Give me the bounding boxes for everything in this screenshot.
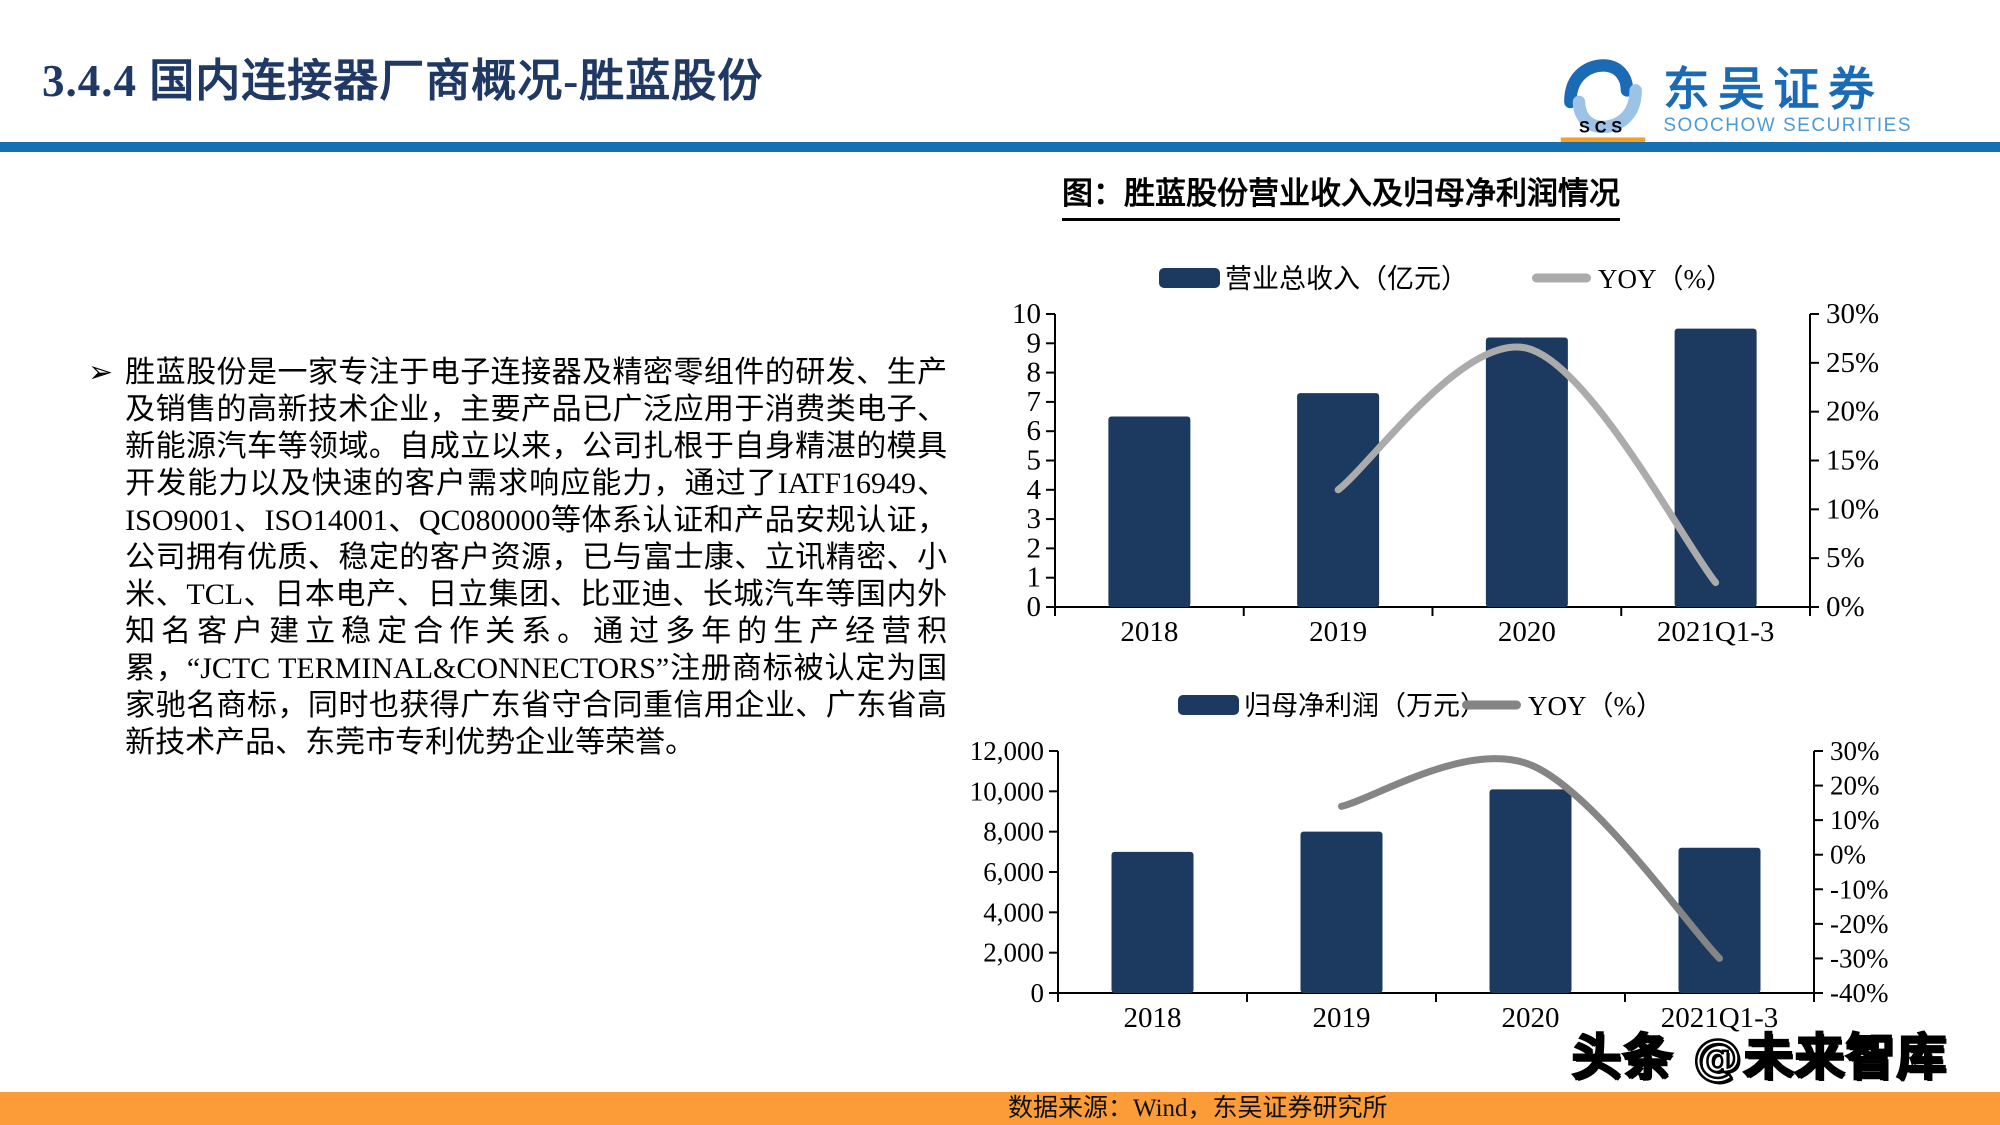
right-tick-label: 0% bbox=[1830, 840, 1866, 870]
right-tick-label: -20% bbox=[1830, 909, 1888, 939]
right-tick-label: -10% bbox=[1830, 874, 1888, 904]
right-tick-label: 30% bbox=[1826, 298, 1879, 330]
left-tick-label: 10,000 bbox=[970, 776, 1044, 806]
x-axis-label: 2018 bbox=[1124, 1002, 1182, 1034]
x-axis-label: 2019 bbox=[1309, 616, 1367, 648]
x-axis-label: 2020 bbox=[1498, 616, 1556, 648]
x-axis-label: 2021Q1-3 bbox=[1657, 616, 1775, 648]
x-axis-label: 2021Q1-3 bbox=[1661, 1002, 1779, 1034]
right-tick-label: 30% bbox=[1830, 736, 1880, 766]
legend-label: 归母净利润（万元） bbox=[1244, 691, 1487, 721]
left-tick-label: 12,000 bbox=[970, 736, 1044, 766]
bar bbox=[1674, 328, 1757, 607]
left-tick-label: 8,000 bbox=[983, 817, 1044, 847]
legend-label: YOY（%） bbox=[1598, 264, 1733, 294]
left-tick-label: 3 bbox=[1027, 503, 1042, 535]
bullet-arrow-icon: ➢ bbox=[88, 356, 114, 389]
left-tick-label: 6,000 bbox=[983, 857, 1044, 887]
legend-swatch-bar bbox=[1159, 268, 1220, 288]
right-tick-label: 15% bbox=[1826, 445, 1879, 477]
right-tick-label: 10% bbox=[1830, 805, 1880, 835]
logo-en-text: SOOCHOW SECURITIES bbox=[1663, 114, 1912, 136]
left-tick-label: 9 bbox=[1027, 327, 1042, 359]
data-source: 数据来源：Wind，东吴证券研究所 bbox=[1008, 1095, 1388, 1122]
right-tick-label: -40% bbox=[1830, 978, 1888, 1008]
x-axis-label: 2018 bbox=[1120, 616, 1178, 648]
right-tick-label: 25% bbox=[1826, 347, 1879, 379]
figure-title: 图：胜蓝股份营业收入及归母净利润情况 bbox=[1062, 168, 1620, 221]
legend-label: YOY（%） bbox=[1528, 691, 1663, 721]
left-tick-label: 2,000 bbox=[983, 938, 1044, 968]
left-tick-label: 0 bbox=[1027, 591, 1042, 623]
left-tick-label: 8 bbox=[1027, 357, 1042, 389]
x-axis-label: 2019 bbox=[1313, 1002, 1371, 1034]
watermark: 头条 @未来智库 bbox=[1571, 1028, 1948, 1088]
left-tick-label: 4,000 bbox=[983, 897, 1044, 927]
yoy-line bbox=[1334, 343, 1720, 587]
legend-swatch-line bbox=[1532, 273, 1591, 283]
logo-orange-underline bbox=[1561, 137, 1646, 144]
right-tick-label: 20% bbox=[1830, 771, 1880, 801]
logo-cn-text: 东吴证券 bbox=[1663, 62, 1884, 115]
net-profit-chart: 归母净利润（万元） YOY（%） 0 2,000 4,000 6,000 8,000 10,0… bbox=[970, 691, 1889, 1034]
yoy-line bbox=[1338, 755, 1723, 962]
left-tick-label: 5 bbox=[1027, 445, 1042, 477]
left-tick-label: 7 bbox=[1027, 386, 1042, 418]
bar bbox=[1108, 416, 1191, 607]
x-axis-label: 2020 bbox=[1502, 1002, 1560, 1034]
bar bbox=[1678, 847, 1761, 993]
right-tick-label: -30% bbox=[1830, 943, 1888, 973]
left-tick-label: 4 bbox=[1027, 474, 1042, 506]
left-tick-label: 2 bbox=[1027, 532, 1042, 564]
footer-bar: 数据来源：Wind，东吴证券研究所 bbox=[0, 1092, 2000, 1125]
right-tick-label: 10% bbox=[1826, 493, 1879, 525]
bar bbox=[1297, 393, 1380, 607]
left-tick-label: 1 bbox=[1027, 562, 1042, 594]
legend-swatch-bar bbox=[1178, 695, 1239, 715]
legend-label: 营业总收入（亿元） bbox=[1225, 264, 1468, 294]
bar bbox=[1111, 851, 1194, 993]
bar bbox=[1485, 337, 1568, 607]
right-tick-label: 0% bbox=[1826, 591, 1865, 623]
company-description-block: ➢ 胜蓝股份是一家专注于电子连接器及精密零组件的研发、生产及销售的高新技术企业，… bbox=[88, 354, 958, 761]
soochow-securities-logo: SCS 东吴证券 SOOCHOW SECURITIES bbox=[1555, 50, 1912, 150]
right-tick-label: 20% bbox=[1826, 396, 1879, 428]
legend-swatch-line bbox=[1462, 700, 1521, 710]
bar bbox=[1300, 831, 1383, 993]
left-tick-label: 0 bbox=[1031, 978, 1045, 1008]
bar bbox=[1489, 789, 1572, 993]
left-tick-label: 6 bbox=[1027, 415, 1042, 447]
logo-mark-label: SCS bbox=[1579, 119, 1627, 137]
logo-mark-icon: SCS bbox=[1561, 59, 1646, 144]
header-divider bbox=[0, 142, 2000, 152]
company-paragraph: 胜蓝股份是一家专注于电子连接器及精密零组件的研发、生产及销售的高新技术企业，主要… bbox=[125, 356, 948, 759]
left-tick-label: 10 bbox=[1012, 298, 1041, 330]
page-title: 3.4.4 国内连接器厂商概况-胜蓝股份 bbox=[42, 56, 764, 106]
right-tick-label: 5% bbox=[1826, 542, 1865, 574]
